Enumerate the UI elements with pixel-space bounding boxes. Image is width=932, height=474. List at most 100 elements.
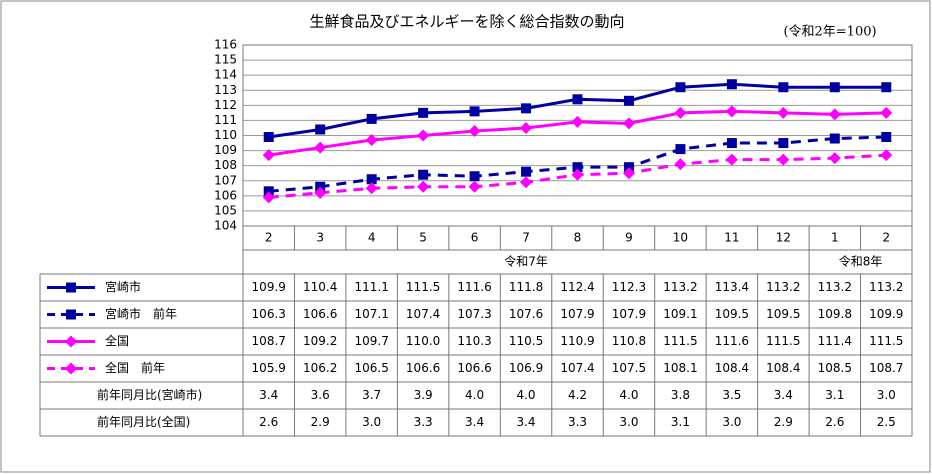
marker bbox=[65, 362, 77, 375]
table-cell: 109.8 bbox=[818, 307, 852, 321]
marker bbox=[880, 106, 893, 119]
table-cell: 3.1 bbox=[825, 388, 844, 402]
marker bbox=[571, 168, 584, 181]
marker bbox=[315, 181, 326, 192]
annotation: (令和2年=100) bbox=[783, 25, 876, 40]
marker bbox=[726, 138, 737, 149]
marker bbox=[365, 134, 378, 147]
y-tick-label: 114 bbox=[214, 68, 237, 82]
table-cell: 3.0 bbox=[362, 415, 381, 429]
table-cell: 111.1 bbox=[354, 280, 388, 294]
x-tick-label: 5 bbox=[419, 231, 427, 245]
y-tick-label: 107 bbox=[214, 173, 237, 187]
table-cell: 3.6 bbox=[311, 388, 330, 402]
y-tick-label: 116 bbox=[214, 38, 237, 52]
table-cell: 4.0 bbox=[465, 388, 484, 402]
table-cell: 3.4 bbox=[259, 388, 278, 402]
marker bbox=[725, 153, 738, 166]
x-tick-label: 2 bbox=[265, 231, 273, 245]
x-tick-label: 1 bbox=[831, 231, 839, 245]
marker bbox=[829, 133, 840, 144]
table-cell: 110.4 bbox=[303, 280, 337, 294]
table-cell: 107.9 bbox=[560, 307, 594, 321]
marker bbox=[262, 149, 275, 162]
table-cell: 110.3 bbox=[457, 334, 491, 348]
table-cell: 4.2 bbox=[568, 388, 587, 402]
table-cell: 107.5 bbox=[612, 361, 646, 375]
marker bbox=[417, 180, 430, 193]
table-cell: 2.5 bbox=[877, 415, 896, 429]
table-cell: 2.6 bbox=[825, 415, 844, 429]
table-cell: 3.7 bbox=[362, 388, 381, 402]
marker bbox=[674, 106, 687, 119]
marker bbox=[418, 169, 429, 180]
marker bbox=[66, 309, 76, 320]
table-cell: 110.8 bbox=[612, 334, 646, 348]
marker bbox=[366, 174, 377, 185]
table-cell: 4.0 bbox=[619, 388, 638, 402]
x-tick-label: 11 bbox=[724, 231, 739, 245]
y-tick-label: 105 bbox=[214, 203, 237, 217]
marker bbox=[469, 171, 480, 182]
period-label: 令和7年 bbox=[504, 254, 548, 269]
table-cell: 113.2 bbox=[766, 280, 800, 294]
marker bbox=[622, 117, 635, 130]
legend-label: 全国 bbox=[105, 333, 129, 348]
table-cell: 109.1 bbox=[663, 307, 697, 321]
marker bbox=[725, 105, 738, 118]
table-cell: 107.9 bbox=[612, 307, 646, 321]
table-cell: 113.2 bbox=[663, 280, 697, 294]
marker bbox=[675, 144, 686, 155]
marker bbox=[726, 79, 737, 90]
marker bbox=[571, 115, 584, 128]
table-cell: 110.9 bbox=[560, 334, 594, 348]
y-tick-label: 109 bbox=[214, 143, 237, 157]
table-cell: 107.4 bbox=[406, 307, 440, 321]
table-cell: 3.1 bbox=[671, 415, 690, 429]
marker bbox=[828, 152, 841, 165]
marker bbox=[881, 132, 892, 143]
marker bbox=[263, 132, 274, 143]
marker bbox=[828, 108, 841, 121]
marker bbox=[778, 82, 789, 93]
table-cell: 111.5 bbox=[766, 334, 800, 348]
table-cell: 107.6 bbox=[509, 307, 543, 321]
marker bbox=[572, 162, 583, 173]
legend-label: 宮崎市 前年 bbox=[105, 306, 177, 321]
table-cell: 108.7 bbox=[252, 334, 286, 348]
table-cell: 106.5 bbox=[354, 361, 388, 375]
y-tick-label: 108 bbox=[214, 158, 237, 172]
x-tick-label: 6 bbox=[471, 231, 479, 245]
table-cell: 111.6 bbox=[457, 280, 491, 294]
row-label: 前年同月比(宮崎市) bbox=[97, 387, 202, 402]
marker bbox=[314, 186, 327, 199]
table-cell: 3.0 bbox=[722, 415, 741, 429]
table-cell: 109.2 bbox=[303, 334, 337, 348]
marker bbox=[777, 106, 790, 119]
table-cell: 108.1 bbox=[663, 361, 697, 375]
y-tick-label: 115 bbox=[214, 53, 237, 67]
table-cell: 106.6 bbox=[303, 307, 337, 321]
table-cell: 106.2 bbox=[303, 361, 337, 375]
legend-label: 全国 前年 bbox=[105, 360, 165, 375]
marker bbox=[520, 121, 533, 134]
row-label: 前年同月比(全国) bbox=[97, 414, 190, 429]
table-cell: 113.4 bbox=[715, 280, 749, 294]
table-cell: 109.5 bbox=[715, 307, 749, 321]
y-tick-label: 104 bbox=[214, 219, 237, 233]
table-cell: 106.6 bbox=[406, 361, 440, 375]
marker bbox=[623, 95, 634, 106]
marker bbox=[675, 82, 686, 93]
table-cell: 111.4 bbox=[818, 334, 852, 348]
table-cell: 3.0 bbox=[877, 388, 896, 402]
marker bbox=[881, 82, 892, 93]
table-cell: 4.0 bbox=[516, 388, 535, 402]
table-cell: 3.4 bbox=[516, 415, 535, 429]
table-cell: 3.4 bbox=[465, 415, 484, 429]
y-tick-label: 112 bbox=[214, 98, 237, 112]
y-tick-label: 111 bbox=[214, 113, 237, 127]
table-cell: 107.3 bbox=[457, 307, 491, 321]
table-cell: 3.4 bbox=[774, 388, 793, 402]
